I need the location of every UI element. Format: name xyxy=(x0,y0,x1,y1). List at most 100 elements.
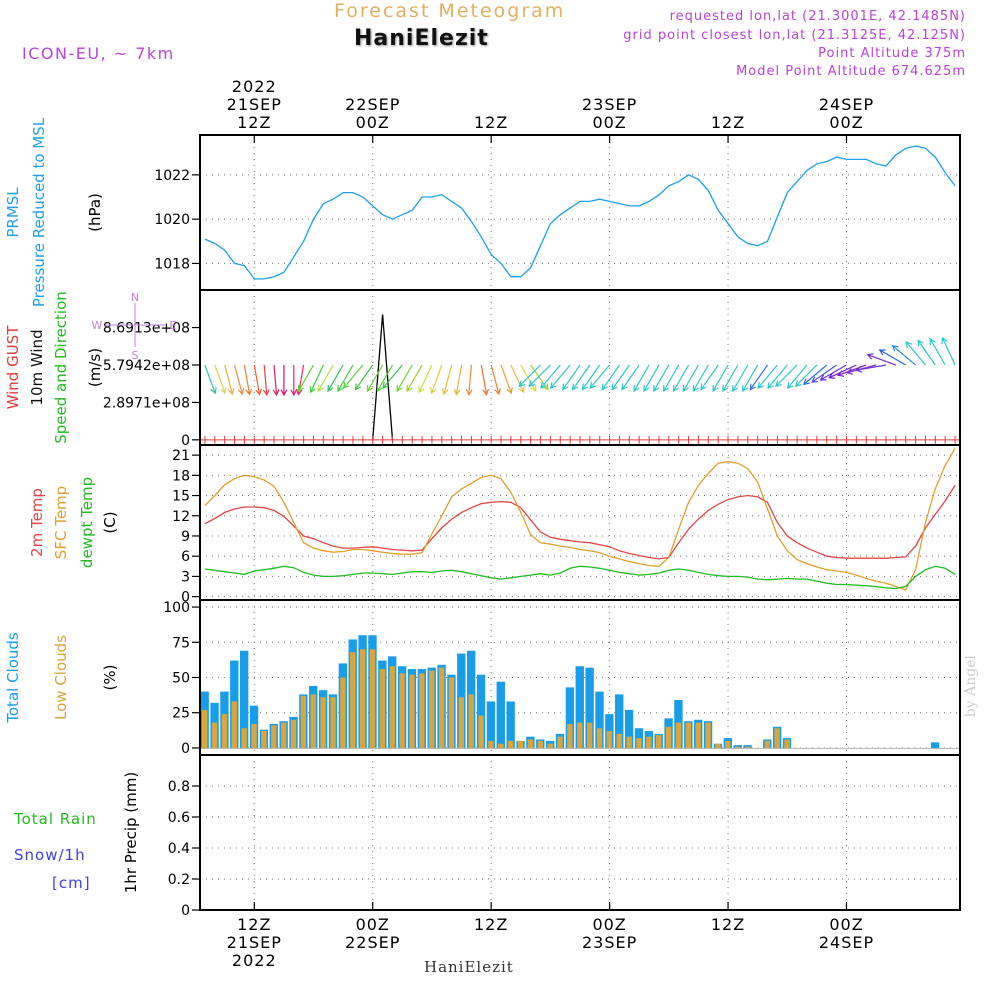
panel-frame xyxy=(199,289,961,446)
y-tick-label: 3 xyxy=(181,569,190,585)
panel-unit-label: (C) xyxy=(101,511,119,533)
low-cloud-bar xyxy=(685,722,692,748)
y-tick-label: 0.2 xyxy=(168,872,190,888)
wind-arrow xyxy=(549,364,571,389)
wind-arrow xyxy=(262,364,270,397)
low-cloud-bar xyxy=(517,740,524,748)
wind-arrow xyxy=(280,365,288,397)
low-cloud-bar xyxy=(596,728,603,748)
compass-cross xyxy=(105,303,165,347)
wind-arrow xyxy=(430,364,443,395)
low-cloud-bar xyxy=(705,722,711,748)
panel-label: PRMSL xyxy=(4,187,22,238)
bottom-time-label: 24SEP xyxy=(819,933,874,952)
panel-label: Speed and Direction xyxy=(52,291,70,444)
point-altitude: Point Altitude 375m xyxy=(818,46,966,61)
y-tick-label: 0.6 xyxy=(168,810,190,826)
bottom-time-label: 21SEP xyxy=(227,933,282,952)
total-cloud-bar xyxy=(565,687,575,748)
wind-arrow xyxy=(855,364,887,373)
total-cloud-bar xyxy=(605,714,614,748)
y-tick-label: 5.7942e+08 xyxy=(103,358,190,374)
bottom-time-label: 00Z xyxy=(829,915,863,934)
panel-label: Low Clouds xyxy=(52,635,70,720)
wind-arrow xyxy=(917,339,936,366)
y-tick-label: 18 xyxy=(172,468,190,484)
wind-arrow xyxy=(621,364,640,391)
top-time-label: 00Z xyxy=(356,113,390,132)
top-time-label: 21SEP xyxy=(227,95,282,114)
bottom-time-label: 23SEP xyxy=(582,933,637,952)
wind-arrow xyxy=(866,353,897,366)
wind-arrow xyxy=(500,364,513,395)
wind-arrow xyxy=(672,364,690,393)
panel-temperature: 0 3 6 9 12 15 18 21 2m Temp SFC Temp dewpt Temp (C) xyxy=(28,444,961,606)
top-time-label: 12Z xyxy=(711,113,745,132)
panel-precip: 0 0.2 0.4 0.6 0.8 Total Rain Snow/1h [cm] 1hr Pr… xyxy=(13,754,961,919)
low-cloud-bar xyxy=(320,697,326,748)
wind-arrow xyxy=(794,364,818,388)
y-tick-label: 8.6913e+08 xyxy=(103,321,190,337)
y-tick-label: 0 xyxy=(181,433,190,449)
top-time-label: 22SEP xyxy=(345,95,400,114)
series-dewpt-temp xyxy=(204,565,956,590)
wind-arrow xyxy=(214,364,227,395)
total-cloud-bar xyxy=(615,694,624,748)
bottom-time-label: 2022 xyxy=(232,951,277,970)
wind-arrow xyxy=(342,364,364,389)
wind-arrow xyxy=(376,364,394,393)
wind-arrow xyxy=(653,364,670,393)
series-pressure xyxy=(204,145,956,280)
wind-arrow xyxy=(327,364,344,393)
model-altitude: Model Point Altitude 674.625m xyxy=(736,64,966,79)
y-tick-label: 0.8 xyxy=(168,779,190,795)
low-cloud-bar xyxy=(202,709,208,748)
total-cloud-bar xyxy=(486,701,496,748)
bottom-time-label: 00Z xyxy=(356,915,390,934)
bottom-time-label: 22SEP xyxy=(345,933,400,952)
panel-frame xyxy=(199,134,961,291)
y-tick-label: 12 xyxy=(172,509,190,525)
compass-s: S xyxy=(132,349,139,362)
panel-unit-label: 1hr Precip (mm) xyxy=(122,772,140,893)
wind-arrow xyxy=(518,364,541,388)
low-cloud-bar xyxy=(310,694,316,748)
watermark: by Angel xyxy=(963,655,979,718)
panel-clouds: 0 25 50 75 100 Total Clouds Low Clouds (%) xyxy=(4,599,961,757)
y-tick-label: 1022 xyxy=(154,168,190,184)
low-cloud-bar xyxy=(389,666,395,748)
low-cloud-bar xyxy=(438,667,445,748)
low-cloud-bar xyxy=(507,740,514,748)
wind-arrow xyxy=(272,364,280,397)
y-tick-label: 50 xyxy=(172,671,190,687)
wind-arrow xyxy=(581,364,601,391)
y-tick-label: 1018 xyxy=(154,256,190,272)
wind-arrow xyxy=(757,364,778,389)
rain-label: Total Rain xyxy=(13,810,97,828)
wind-arrow xyxy=(309,364,324,394)
low-cloud-bar xyxy=(586,722,593,748)
wind-arrow xyxy=(819,364,847,381)
wind-arrow xyxy=(941,336,956,366)
low-cloud-bar xyxy=(271,725,277,748)
wind-arrow xyxy=(540,364,561,389)
total-cloud-bar xyxy=(506,701,515,748)
wind-arrow xyxy=(396,364,413,393)
compass-e: E xyxy=(170,319,177,332)
low-cloud-bar xyxy=(300,695,307,748)
wind-arrow xyxy=(786,364,808,389)
wind-arrow xyxy=(700,364,719,391)
wind-arrow xyxy=(290,365,298,397)
y-tick-label: 6 xyxy=(181,549,190,565)
wind-arrow xyxy=(929,337,946,366)
wind-arrow xyxy=(742,364,759,393)
total-cloud-bar xyxy=(575,666,584,748)
wind-arrow xyxy=(767,364,788,389)
low-cloud-bar xyxy=(409,674,415,748)
total-cloud-bar xyxy=(624,709,634,748)
y-tick-label: 75 xyxy=(172,635,190,651)
low-cloud-bar xyxy=(350,652,356,748)
wind-arrow xyxy=(775,364,798,388)
top-time-label: 2022 xyxy=(232,77,277,96)
wind-arrow xyxy=(589,364,611,389)
